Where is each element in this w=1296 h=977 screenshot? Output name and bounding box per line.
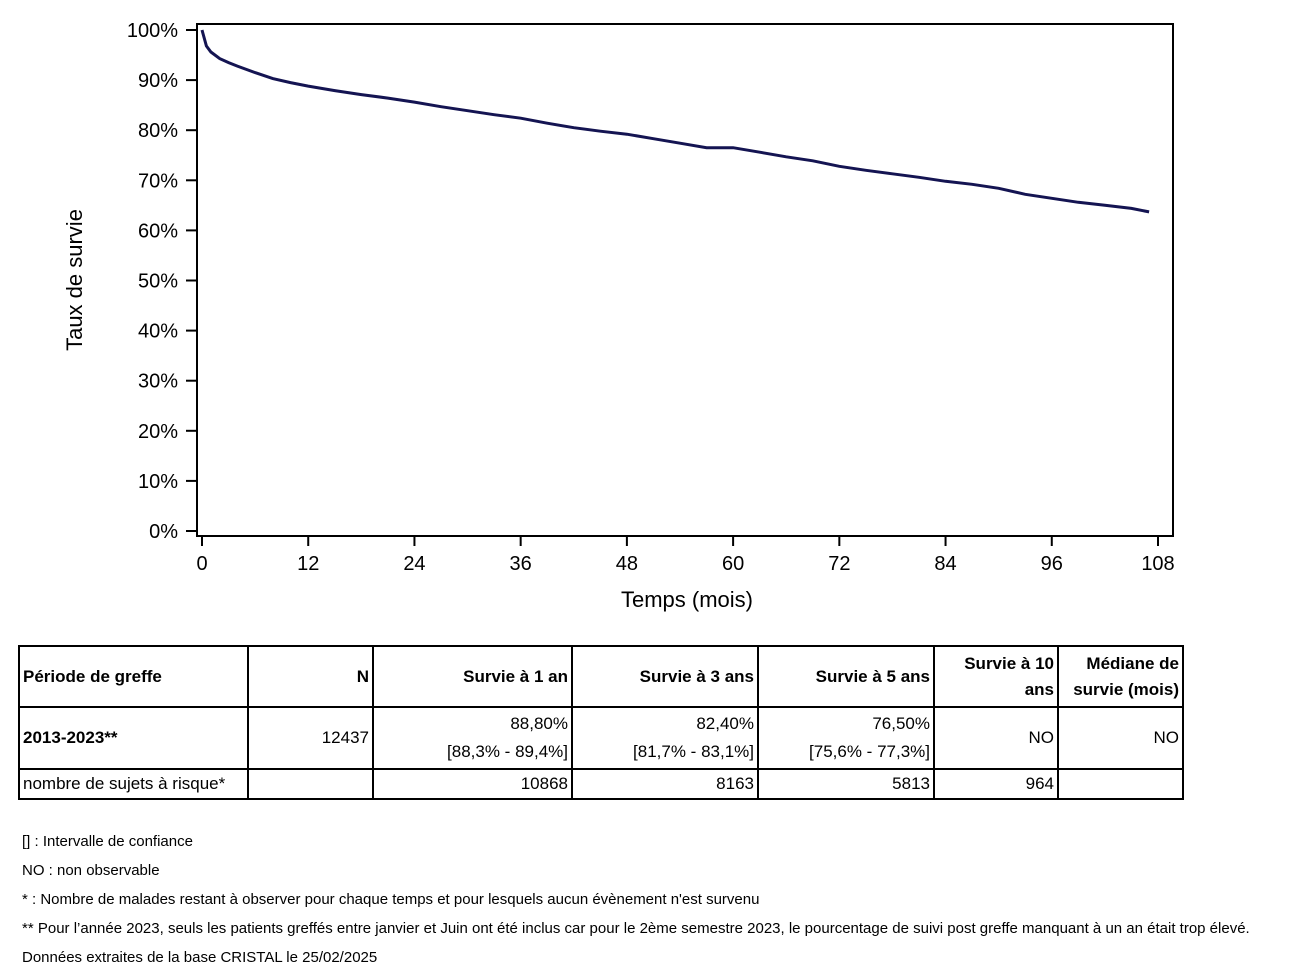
y-tick-label: 100% xyxy=(127,20,178,42)
cell-survival-3y: 82,40% [81,7% - 83,1%] xyxy=(571,706,759,770)
x-tick-label: 96 xyxy=(1041,553,1063,575)
footnote-ci: [] : Intervalle de confiance xyxy=(22,833,193,850)
table-row: 2013-2023** 12437 88,80% [88,3% - 89,4%] … xyxy=(18,706,1184,770)
header-survival-1y: Survie à 1 an xyxy=(372,645,573,708)
footnote-source: Données extraites de la base CRISTAL le … xyxy=(22,949,378,966)
x-tick-label: 84 xyxy=(934,553,956,575)
cell-period: 2013-2023** xyxy=(18,706,249,770)
table-header-row: Période de greffe N Survie à 1 an Survie… xyxy=(18,645,1184,708)
cell-risk-10y: 964 xyxy=(933,768,1059,800)
x-tick-label: 36 xyxy=(510,553,532,575)
survival-table: Période de greffe N Survie à 1 an Survie… xyxy=(18,645,1184,800)
y-axis-title: Taux de survie xyxy=(62,209,87,351)
value-survival-5y: 76,50% xyxy=(872,714,930,733)
y-tick-label: 80% xyxy=(138,120,178,142)
cell-median-survival: NO xyxy=(1057,706,1184,770)
footnote-at-risk: * : Nombre de malades restant à observer… xyxy=(22,891,760,908)
y-tick-label: 90% xyxy=(138,70,178,92)
x-tick-label: 48 xyxy=(616,553,638,575)
header-period: Période de greffe xyxy=(18,645,249,708)
x-tick-label: 0 xyxy=(196,553,207,575)
x-tick-label: 72 xyxy=(828,553,850,575)
cell-risk-5y: 5813 xyxy=(757,768,935,800)
ci-survival-1y: [88,3% - 89,4%] xyxy=(447,742,568,761)
header-survival-3y: Survie à 3 ans xyxy=(571,645,759,708)
y-tick-label: 30% xyxy=(138,371,178,393)
table-row-at-risk: nombre de sujets à risque* 10868 8163 58… xyxy=(18,768,1184,800)
x-tick-label: 12 xyxy=(297,553,319,575)
footnote-2023: ** Pour l’année 2023, seuls les patients… xyxy=(22,920,1250,937)
survival-curve xyxy=(200,29,1150,214)
plot-frame xyxy=(196,23,1174,537)
cell-risk-n xyxy=(247,768,374,800)
cell-survival-1y: 88,80% [88,3% - 89,4%] xyxy=(372,706,573,770)
y-tick-label: 10% xyxy=(138,471,178,493)
survival-chart: 0% 10% 20% 30% 40% 50% 60% 70% 80% 90% 100% 0 12 24 3… xyxy=(62,20,1175,612)
footnotes: [] : Intervalle de confiance NO : non ob… xyxy=(22,827,1250,972)
header-survival-5y: Survie à 5 ans xyxy=(757,645,935,708)
header-survival-10y: Survie à 10 ans xyxy=(933,645,1059,708)
y-tick-label: 20% xyxy=(138,421,178,443)
x-tick-label: 24 xyxy=(403,553,425,575)
y-tick-label: 50% xyxy=(138,271,178,293)
cell-risk-3y: 8163 xyxy=(571,768,759,800)
x-tick-label: 108 xyxy=(1141,553,1174,575)
cell-n: 12437 xyxy=(247,706,374,770)
cell-risk-median xyxy=(1057,768,1184,800)
value-survival-3y: 82,40% xyxy=(696,714,754,733)
footnote-no: NO : non observable xyxy=(22,862,160,879)
cell-risk-label: nombre de sujets à risque* xyxy=(18,768,249,800)
ci-survival-5y: [75,6% - 77,3%] xyxy=(809,742,930,761)
x-tick-label: 60 xyxy=(722,553,744,575)
cell-survival-10y: NO xyxy=(933,706,1059,770)
y-tick-label: 0% xyxy=(149,521,178,543)
ci-survival-3y: [81,7% - 83,1%] xyxy=(633,742,754,761)
x-axis-title: Temps (mois) xyxy=(621,587,753,612)
y-axis: 0% 10% 20% 30% 40% 50% 60% 70% 80% 90% 100% xyxy=(127,20,197,543)
x-axis: 0 12 24 36 48 60 72 84 96 108 xyxy=(196,536,1175,575)
y-tick-label: 70% xyxy=(138,170,178,192)
value-survival-1y: 88,80% xyxy=(510,714,568,733)
header-median-survival: Médiane de survie (mois) xyxy=(1057,645,1184,708)
y-tick-label: 60% xyxy=(138,220,178,242)
header-n: N xyxy=(247,645,374,708)
cell-survival-5y: 76,50% [75,6% - 77,3%] xyxy=(757,706,935,770)
cell-risk-1y: 10868 xyxy=(372,768,573,800)
y-tick-label: 40% xyxy=(138,321,178,343)
